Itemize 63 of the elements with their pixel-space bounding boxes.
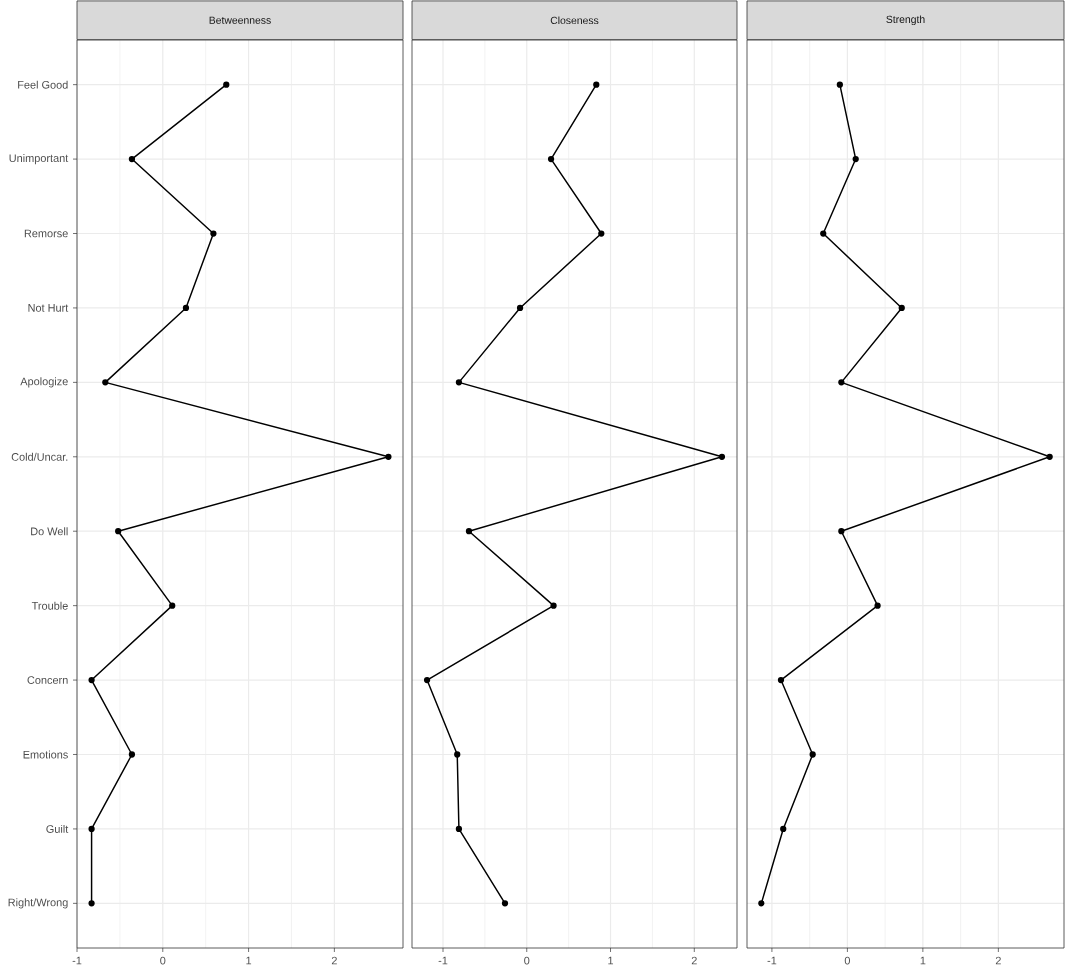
point bbox=[718, 453, 726, 460]
point bbox=[809, 751, 816, 758]
point bbox=[838, 379, 845, 386]
point bbox=[88, 825, 95, 833]
point bbox=[836, 81, 843, 88]
point bbox=[820, 230, 827, 237]
x-tick-label: 0 bbox=[160, 956, 166, 965]
y-tick-label: Right/Wrong bbox=[8, 898, 68, 909]
point bbox=[223, 81, 230, 88]
y-tick-label: Trouble bbox=[31, 601, 68, 610]
x-tick-label: 2 bbox=[995, 956, 1001, 965]
y-tick-label: Guilt bbox=[46, 824, 69, 833]
point bbox=[88, 900, 95, 907]
x-tick-label: 0 bbox=[524, 956, 530, 965]
chart-title: Betweenness bbox=[209, 16, 271, 24]
y-tick-label: Unimportant bbox=[9, 153, 69, 165]
x-tick-label: 1 bbox=[920, 956, 926, 965]
point bbox=[210, 230, 217, 237]
point bbox=[550, 602, 557, 609]
x-tick-label: 1 bbox=[608, 956, 614, 965]
chart-title: Strength bbox=[886, 15, 925, 26]
point bbox=[780, 825, 787, 833]
point bbox=[423, 676, 431, 684]
y-tick-label: Do Well bbox=[31, 527, 68, 536]
x-tick-label: 0 bbox=[844, 956, 850, 965]
point bbox=[182, 304, 190, 312]
y-tick-label: Not Hurt bbox=[28, 304, 69, 312]
point bbox=[454, 751, 461, 758]
point bbox=[874, 602, 881, 609]
point bbox=[455, 825, 463, 833]
x-tick-label: 2 bbox=[691, 956, 697, 965]
point bbox=[455, 379, 463, 386]
x-tick-label: -1 bbox=[438, 956, 448, 965]
point bbox=[898, 304, 905, 312]
y-tick-label: Remorse bbox=[24, 229, 68, 238]
point bbox=[115, 528, 122, 535]
y-tick-label: Emotions bbox=[23, 750, 68, 759]
chart-title: Closeness bbox=[550, 16, 599, 25]
point bbox=[758, 900, 765, 907]
point bbox=[465, 528, 473, 535]
point bbox=[88, 676, 95, 684]
y-tick-label: Apologize bbox=[20, 377, 68, 388]
x-tick-label: 1 bbox=[246, 956, 252, 965]
y-tick-label: Cold/Uncar. bbox=[11, 452, 68, 461]
point bbox=[128, 155, 136, 163]
point bbox=[385, 453, 392, 460]
x-tick-label: -1 bbox=[72, 956, 82, 965]
x-tick-label: -1 bbox=[767, 956, 777, 965]
point bbox=[169, 602, 176, 609]
y-tick-label: Feel Good bbox=[18, 80, 68, 89]
point bbox=[593, 81, 600, 88]
point bbox=[516, 304, 524, 312]
point bbox=[501, 900, 509, 907]
point bbox=[128, 751, 136, 758]
point bbox=[777, 676, 785, 684]
point bbox=[1046, 453, 1053, 460]
x-tick-label: 2 bbox=[331, 956, 337, 965]
y-tick-label: Concern bbox=[27, 676, 68, 684]
point bbox=[102, 379, 109, 386]
point bbox=[547, 155, 555, 163]
point bbox=[838, 528, 845, 535]
point bbox=[852, 155, 859, 163]
point bbox=[598, 230, 605, 237]
